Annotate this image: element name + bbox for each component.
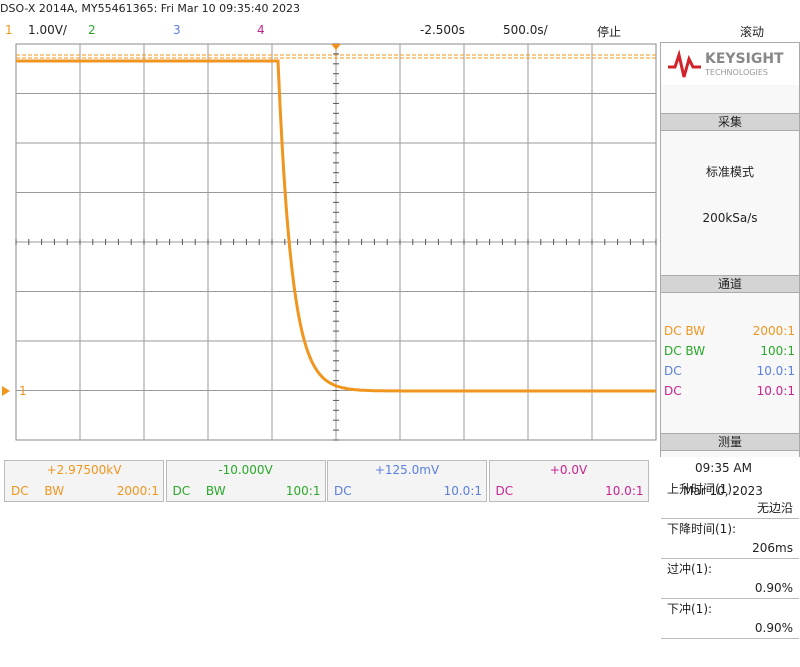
acq-rate: 200kSa/s [702,211,758,225]
channel-box: +125.0mV DC 10.0:1 [327,460,487,502]
ch4-label: 4 [257,23,265,37]
probe-ratio: 100:1 [285,484,321,498]
title: DSO-X 2014A, MY55461365: Fri Mar 10 09:3… [0,2,301,15]
screen: DSO-X 2014A, MY55461365: Fri Mar 10 09:3… [0,0,800,639]
meas-header: 测量 [661,433,799,451]
graticule: 1 [2,43,657,441]
meas-label: 上升时间(1): [667,482,737,496]
date: Mar 10, 2023 [683,484,763,498]
ground-marker: 1 [19,384,27,398]
delay: -2.500s [420,23,465,37]
offset: +125.0mV [374,463,440,477]
meas-value: 206ms [661,539,799,559]
channel-box: +0.0V DC 10.0:1 [488,460,649,502]
coupling: DC BW [11,484,65,498]
coupling: DC BW [664,324,706,338]
channel-row: DC 10.0:1 [661,361,799,381]
side-panel: 采集 标准模式 200kSa/s 通道 DC BW 2000:1 DC BW 100:… [660,85,800,639]
offset: +2.97500kV [46,463,122,477]
channel-rows: DC BW 2000:1 DC BW 100:1 DC 10.0:1 DC 10.0:1 [661,321,799,401]
meas-label: 下降时间(1): [667,522,737,536]
waveform [16,59,656,393]
acq-mode: 标准模式 [705,165,754,179]
logo-icon [668,49,701,78]
probe-ratio: 100:1 [760,344,795,358]
coupling: DC BW [172,484,226,498]
meas-value: 无边沿 [661,499,799,519]
coupling: DC [334,484,352,498]
channel-row: DC 10.0:1 [661,381,799,401]
ground-arrow [2,386,10,396]
ch2-label: 2 [88,23,96,37]
status: 停止 [597,25,622,39]
channel-row: DC BW 100:1 [661,341,799,361]
brand: KEYSIGHT [705,51,784,67]
coupling: DC [664,364,682,378]
probe-ratio: 10.0:1 [605,484,644,498]
coupling: DC BW [664,344,706,358]
time: 09:35 AM [695,461,752,475]
coupling: DC [664,384,682,398]
grid [15,43,657,441]
timebase: 500.0s/ [503,23,548,37]
ch3-label: 3 [173,23,181,37]
brand-sub: TECHNOLOGIES [705,68,768,77]
meas-label: 过冲(1): [667,562,713,576]
meas-value: 0.90% [661,579,799,599]
logo: KEYSIGHT TECHNOLOGIES [660,42,800,86]
offset: +0.0V [549,463,588,477]
probe-ratio: 10.0:1 [756,364,795,378]
meas-label: 下冲(1): [667,602,713,616]
trigger-marker [331,44,341,50]
ch-header: 通道 [661,275,799,293]
probe-ratio: 2000:1 [116,484,159,498]
offset: -10.000V [218,463,273,477]
measurements: 上升时间(1): 无边沿下降时间(1): 206ms 过冲(1): 0.90% 下冲(1)… [661,479,799,639]
probe-ratio: 10.0:1 [443,484,482,498]
channel-box: -10.000V DC BW 100:1 [165,460,326,502]
mode: 滚动 [740,25,765,39]
channel-box: +2.97500kV DC BW 2000:1 [4,460,164,502]
acq-header: 采集 [661,113,799,131]
coupling: DC [495,484,514,498]
probe-ratio: 10.0:1 [756,384,795,398]
probe-ratio: 2000:1 [752,324,795,338]
ch1-label: 1 [5,23,13,37]
meas-value: 0.90% [661,619,799,639]
channel-row: DC BW 2000:1 [661,321,799,341]
ch1-scale: 1.00V/ [28,23,67,37]
